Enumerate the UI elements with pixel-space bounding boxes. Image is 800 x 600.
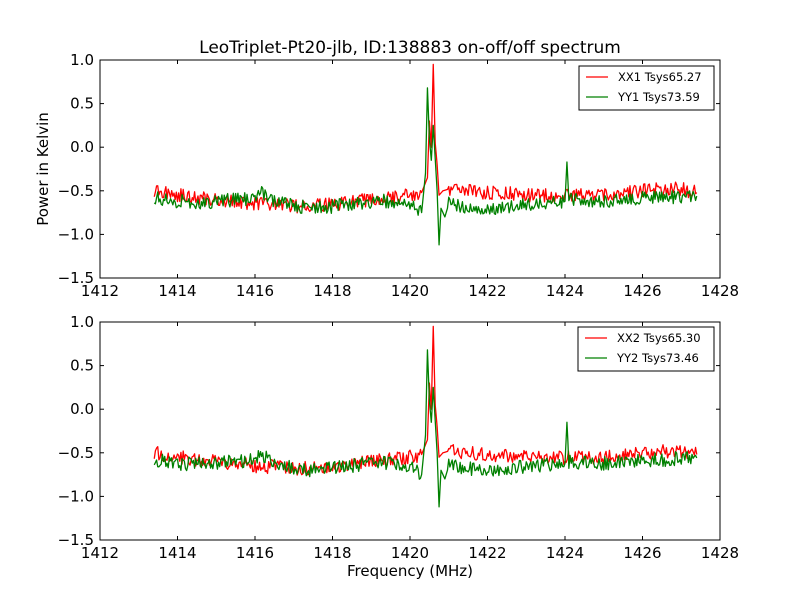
y-tick-label: −1.5 [58, 531, 94, 549]
x-axis-label: Frequency (MHz) [347, 562, 473, 580]
legend: XX1 Tsys65.27 YY1 Tsys73.59 [578, 65, 715, 111]
chart-title: LeoTriplet-Pt20-jlb, ID:138883 on-off/of… [199, 38, 621, 58]
x-tick-label: 1422 [468, 544, 506, 562]
x-tick-label: 1412 [81, 282, 119, 300]
x-tick-label: 1426 [623, 544, 661, 562]
legend-label: XX1 Tsys65.27 [618, 70, 702, 84]
top-panel: 1412 1414 1416 1418 1420 1422 1424 1426 1428 −1.5… [58, 51, 740, 300]
y-tick-label: 0.0 [70, 138, 94, 156]
legend-label: YY2 Tsys73.46 [616, 351, 699, 365]
series-line-yy1 [153, 87, 698, 246]
x-tick-label: 1418 [313, 544, 351, 562]
y-tick-label: 1.0 [70, 51, 94, 69]
x-tick-label: 1412 [81, 544, 119, 562]
y-tick-label: −1.0 [58, 225, 94, 243]
y-tick-label: 0.0 [70, 400, 94, 418]
y-tick-label: −0.5 [58, 444, 94, 462]
x-tick-label: 1414 [158, 282, 196, 300]
legend-label: YY1 Tsys73.59 [617, 90, 700, 104]
series-line-xx2 [153, 325, 698, 476]
legend-box [578, 65, 715, 111]
x-tick-label: 1428 [701, 282, 739, 300]
x-tick-label: 1414 [158, 544, 196, 562]
y-tick-label: −0.5 [58, 182, 94, 200]
x-tick-label: 1426 [623, 282, 661, 300]
y-tick-label: 0.5 [70, 357, 94, 375]
y-tick-label: −1.5 [58, 269, 94, 287]
x-tick-label: 1424 [546, 282, 584, 300]
bottom-panel: 1412 1414 1416 1418 1420 1422 1424 1426 1428 −1.5… [58, 313, 740, 562]
series-line-yy2 [153, 349, 698, 508]
x-tick-label: 1422 [468, 282, 506, 300]
y-tick-label: 1.0 [70, 313, 94, 331]
x-tick-label: 1420 [391, 544, 429, 562]
y-tick-label: 0.5 [70, 95, 94, 113]
x-tick-label: 1416 [236, 544, 274, 562]
legend: XX2 Tsys65.30 YY2 Tsys73.46 [577, 326, 715, 372]
x-tick-label: 1416 [236, 282, 274, 300]
x-tick-label: 1428 [701, 544, 739, 562]
x-tick-label: 1418 [313, 282, 351, 300]
legend-label: XX2 Tsys65.30 [617, 331, 701, 345]
y-axis-label: Power in Kelvin [34, 112, 52, 226]
y-tick-label: −1.0 [58, 487, 94, 505]
x-tick-label: 1420 [391, 282, 429, 300]
legend-box [577, 326, 715, 372]
x-tick-label: 1424 [546, 544, 584, 562]
